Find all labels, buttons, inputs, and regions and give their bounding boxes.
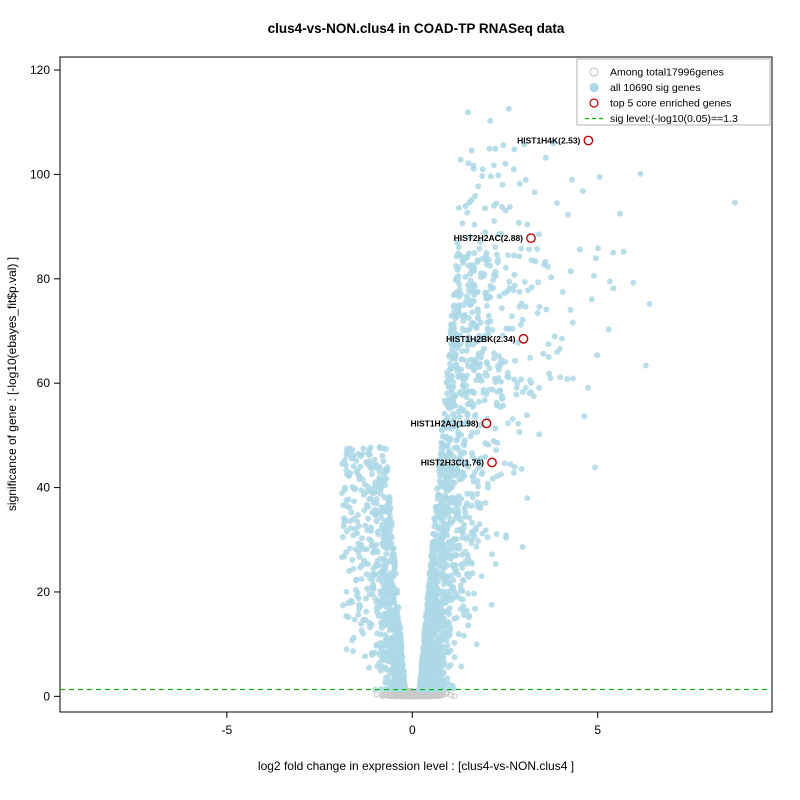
legend-box <box>576 58 771 126</box>
enriched-gene-markers <box>481 135 594 468</box>
gene-label: HIST2H3C(1.76) <box>421 458 484 468</box>
enriched-gene-marker <box>487 457 497 468</box>
legend-open-circle-marker <box>589 98 599 108</box>
svg-text:0: 0 <box>409 723 416 737</box>
legend-item-label: top 5 core enriched genes <box>610 98 731 110</box>
svg-text:5: 5 <box>594 723 601 737</box>
legend-open-circle-marker <box>589 67 599 77</box>
enriched-gene-marker <box>518 333 529 344</box>
legend-item-label: Among total17996genes <box>610 67 724 79</box>
chart-title: clus4-vs-NON.clus4 in COAD-TP RNASeq dat… <box>268 21 565 36</box>
legend-item-label: sig level:(-log10(0.05)==1.3 <box>610 113 738 125</box>
gene-label: HIST1H2AJ(1.98) <box>410 418 478 428</box>
gene-label: HIST2H2AC(2.88) <box>454 233 524 243</box>
svg-text:-5: -5 <box>222 723 233 737</box>
legend-filled-circle-marker <box>589 82 599 93</box>
legend-item-label: all 10690 sig genes <box>610 82 701 94</box>
svg-text:100: 100 <box>30 167 50 181</box>
plot-border <box>59 56 773 713</box>
sig-gene-points <box>339 104 738 693</box>
svg-text:120: 120 <box>30 63 50 77</box>
enriched-gene-marker <box>481 418 492 429</box>
gene-label: HIST1H2BK(2.34) <box>446 334 516 344</box>
svg-text:20: 20 <box>37 585 51 599</box>
legend: Among total17996genes all 10690 sig genes… <box>576 58 771 126</box>
svg-text:60: 60 <box>37 376 51 390</box>
gene-labels: HIST1H4K(2.53) HIST2H2AC(2.88) HIST1H2BK(2… <box>410 136 580 468</box>
svg-text:0: 0 <box>43 689 50 703</box>
enriched-gene-marker <box>526 233 536 244</box>
enriched-gene-marker <box>583 135 594 146</box>
svg-text:40: 40 <box>37 481 51 495</box>
svg-text:80: 80 <box>37 272 51 286</box>
y-axis-label: significance of gene : [-log10(ebayes_fi… <box>5 257 19 511</box>
x-axis-ticks: -5 0 5 <box>222 712 601 737</box>
x-axis-label: log2 fold change in expression level : [… <box>258 759 574 773</box>
gene-label: HIST1H4K(2.53) <box>517 136 580 146</box>
y-axis-ticks: 0 20 40 60 80 100 120 <box>30 63 60 703</box>
